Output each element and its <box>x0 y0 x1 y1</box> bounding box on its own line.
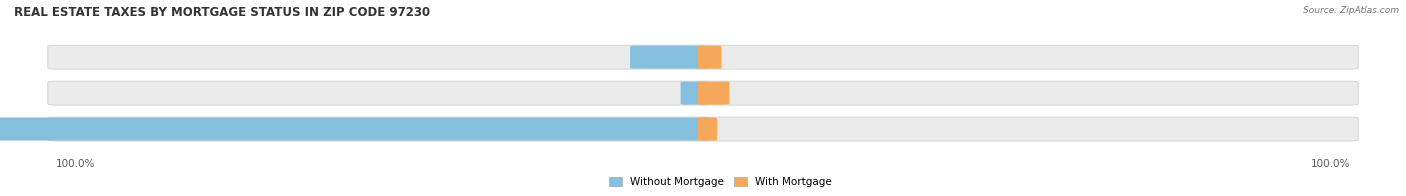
Text: 5.2%: 5.2% <box>603 52 630 62</box>
Text: 1.3%: 1.3% <box>654 88 681 98</box>
Text: 1.0%: 1.0% <box>721 52 748 62</box>
Text: Source: ZipAtlas.com: Source: ZipAtlas.com <box>1303 6 1399 15</box>
Text: $800 to $1,499: $800 to $1,499 <box>672 87 734 100</box>
Text: 100.0%: 100.0% <box>1310 159 1350 169</box>
Text: 0.66%: 0.66% <box>717 124 751 134</box>
Text: Less than $800: Less than $800 <box>664 52 742 62</box>
Text: 1.6%: 1.6% <box>730 88 756 98</box>
Text: $800 to $1,499: $800 to $1,499 <box>672 122 734 135</box>
Legend: Without Mortgage, With Mortgage: Without Mortgage, With Mortgage <box>609 177 832 187</box>
Text: REAL ESTATE TAXES BY MORTGAGE STATUS IN ZIP CODE 97230: REAL ESTATE TAXES BY MORTGAGE STATUS IN … <box>14 6 430 19</box>
Text: 100.0%: 100.0% <box>56 159 96 169</box>
